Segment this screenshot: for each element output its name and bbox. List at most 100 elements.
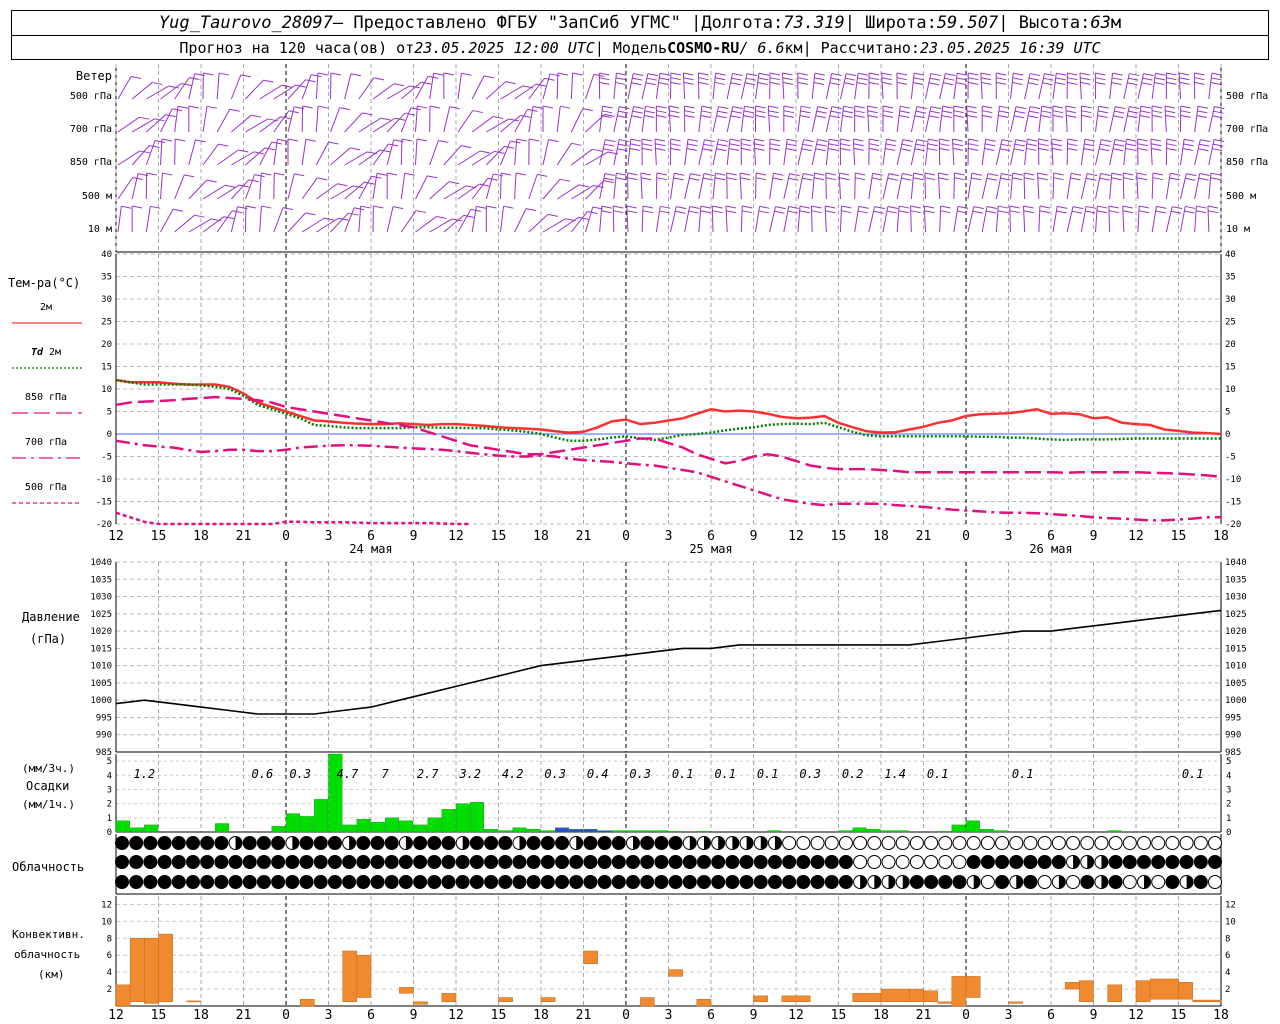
wind-barb-feather — [239, 184, 250, 188]
wind-barb — [1095, 173, 1102, 200]
wind-barb-feather — [827, 147, 839, 151]
wind-barb — [1095, 106, 1100, 133]
wind-barb — [570, 108, 584, 133]
wind-barb-feather — [401, 138, 412, 142]
temperature-title: Тем-ра(°C) — [8, 276, 80, 290]
wind-barb-feather — [379, 149, 391, 153]
cloud-symbol — [242, 855, 257, 869]
wind-level-label: 500 м — [82, 191, 112, 202]
precip-bar — [597, 830, 612, 833]
wind-barb-feather — [245, 205, 257, 209]
wind-barb-feather — [150, 205, 161, 209]
convective-tick-right: 12 — [1225, 900, 1236, 910]
wind-barb-feather — [1154, 81, 1165, 85]
cloud-symbol — [271, 855, 286, 869]
precip-bar — [115, 820, 130, 833]
wind-barb-feather — [984, 148, 995, 152]
precip-bar — [470, 802, 484, 833]
cloud-symbol — [682, 875, 697, 889]
wind-barb-feather — [630, 143, 641, 147]
wind-barb — [485, 81, 507, 100]
wind-barb — [301, 177, 318, 200]
wind-barb — [1151, 206, 1157, 233]
wind-barb-feather — [1065, 105, 1076, 109]
wind-barb — [1178, 73, 1181, 100]
wind-barb-feather — [839, 177, 850, 181]
wind-barb-feather — [277, 138, 288, 142]
precip-bar — [130, 827, 144, 833]
wind-barb — [641, 106, 646, 133]
wind-barb-feather — [803, 139, 814, 143]
wind-barb — [287, 173, 295, 200]
wind-barb — [287, 79, 306, 100]
wind-barb — [146, 85, 170, 100]
lat-value: 59.507 — [936, 13, 999, 33]
wind-barb — [131, 173, 139, 200]
wind-barb-feather — [957, 205, 969, 209]
temp-hour-label: 12 — [108, 529, 124, 544]
wind-barb — [769, 173, 774, 200]
wind-barb — [386, 206, 394, 233]
wind-barb-feather — [633, 106, 644, 110]
convective-bar — [158, 933, 173, 1003]
cloud-symbol — [654, 836, 669, 850]
wind-barb — [684, 173, 691, 200]
wind-barb-feather — [715, 77, 726, 81]
precip-bar — [370, 821, 385, 833]
cloud-symbol — [767, 875, 782, 889]
wind-barb-feather — [659, 77, 670, 81]
cloud-symbol — [909, 875, 924, 889]
wind-barb-feather — [717, 143, 728, 147]
wind-barb — [740, 205, 743, 233]
wind-barb-feather — [729, 138, 741, 142]
wind-barb-feather — [479, 150, 490, 154]
wind-barb-feather — [814, 172, 825, 176]
provider-text: – Предоставлено ФГБУ "ЗапСиб УГМС" | — [332, 13, 702, 33]
wind-barb-feather — [716, 148, 727, 152]
wind-barb-feather — [690, 173, 701, 177]
wind-barb-feather — [1009, 205, 1020, 209]
legend-text: 2м — [40, 302, 52, 313]
wind-barb — [797, 206, 801, 233]
wind-barb — [995, 206, 999, 233]
cloud-symbol — [299, 875, 314, 889]
convective-hour-label: 12 — [1128, 1008, 1144, 1023]
wind-barb-feather — [1099, 148, 1110, 152]
pressure-tick-right: 1030 — [1225, 593, 1247, 603]
wind-barb-feather — [1211, 72, 1222, 76]
precip-bar — [640, 830, 654, 833]
wind-barb-feather — [855, 172, 866, 176]
cloud-symbol — [966, 836, 981, 850]
cloud-symbol-fill — [292, 836, 299, 850]
wind-barb — [245, 118, 269, 133]
temp-hour-label: 18 — [533, 529, 549, 544]
wind-barb-feather — [1087, 173, 1098, 177]
wind-barb-feather — [572, 72, 583, 76]
wind-barb-feather — [1111, 81, 1122, 85]
wind-barb-feather — [669, 105, 680, 109]
wind-barb — [1208, 173, 1212, 200]
wind-barb — [767, 106, 771, 133]
wind-barb — [1037, 173, 1040, 200]
cloud-symbol — [200, 855, 215, 869]
wind-barb — [896, 206, 900, 233]
wind-barb-feather — [815, 148, 826, 152]
wind-barb-feather — [416, 138, 428, 142]
wind-barb-feather — [587, 211, 598, 215]
wind-barb-feather — [211, 218, 222, 222]
wind-barb — [216, 184, 240, 200]
cloud-symbol-fill — [1058, 875, 1066, 889]
wind-barb — [981, 173, 989, 200]
wind-barb — [840, 73, 847, 100]
wind-barb — [174, 138, 176, 166]
wind-barb-feather — [251, 114, 262, 118]
convective-hour-label: 12 — [788, 1008, 804, 1023]
wind-barb-feather — [703, 173, 715, 177]
wind-barb-feather — [789, 173, 800, 177]
wind-barb-feather — [364, 181, 375, 185]
wind-barb-feather — [840, 147, 851, 151]
precip-tick-left: 0 — [107, 828, 112, 838]
convective-title-2: облачность — [14, 948, 80, 961]
wind-barb-feather — [786, 143, 797, 147]
wind-barb-feather — [915, 143, 926, 147]
